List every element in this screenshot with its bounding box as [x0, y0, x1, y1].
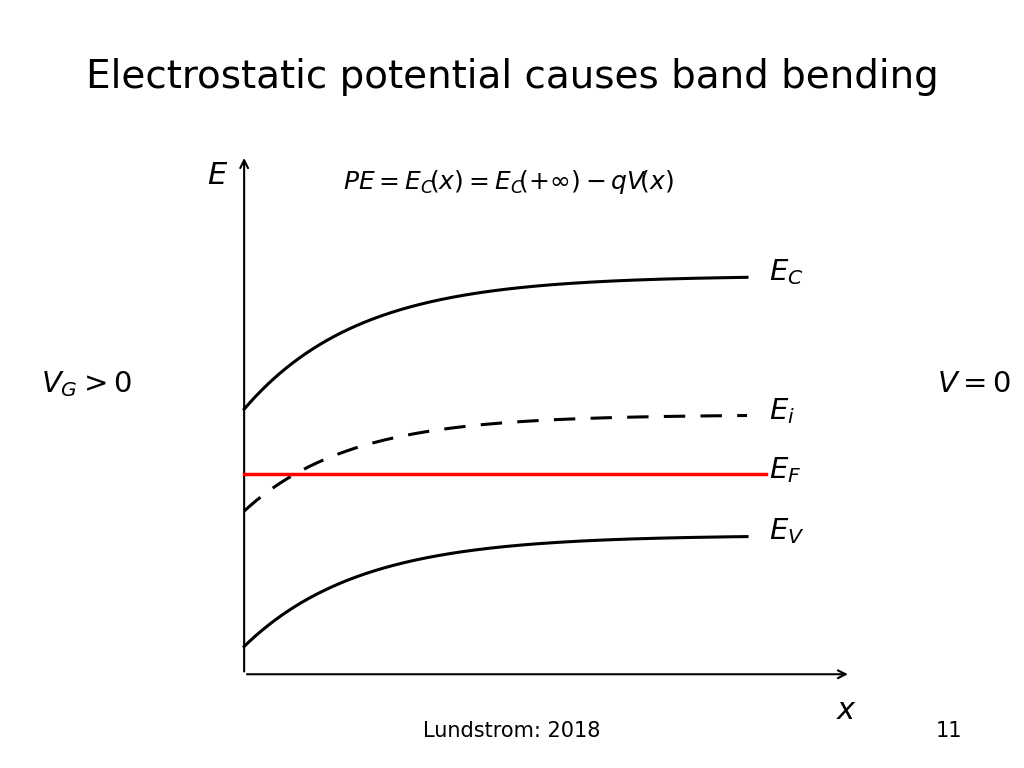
Text: $E_C$: $E_C$: [769, 257, 804, 287]
Text: $E_i$: $E_i$: [769, 396, 795, 426]
Text: $E_V$: $E_V$: [769, 517, 805, 546]
Text: Electrostatic potential causes band bending: Electrostatic potential causes band bend…: [86, 58, 938, 96]
Text: $x$: $x$: [836, 697, 857, 726]
Text: $V = 0$: $V = 0$: [937, 370, 1011, 398]
Text: Lundstrom: 2018: Lundstrom: 2018: [423, 721, 601, 741]
Text: $PE = E_C\!\left(x\right) = E_C\!\left(+\infty\right) - qV\!\left(x\right)$: $PE = E_C\!\left(x\right) = E_C\!\left(+…: [343, 168, 674, 196]
Text: $E_F$: $E_F$: [769, 455, 802, 485]
Text: $V_G > 0$: $V_G > 0$: [41, 369, 132, 399]
Text: $E$: $E$: [207, 161, 228, 190]
Text: 11: 11: [936, 721, 963, 741]
